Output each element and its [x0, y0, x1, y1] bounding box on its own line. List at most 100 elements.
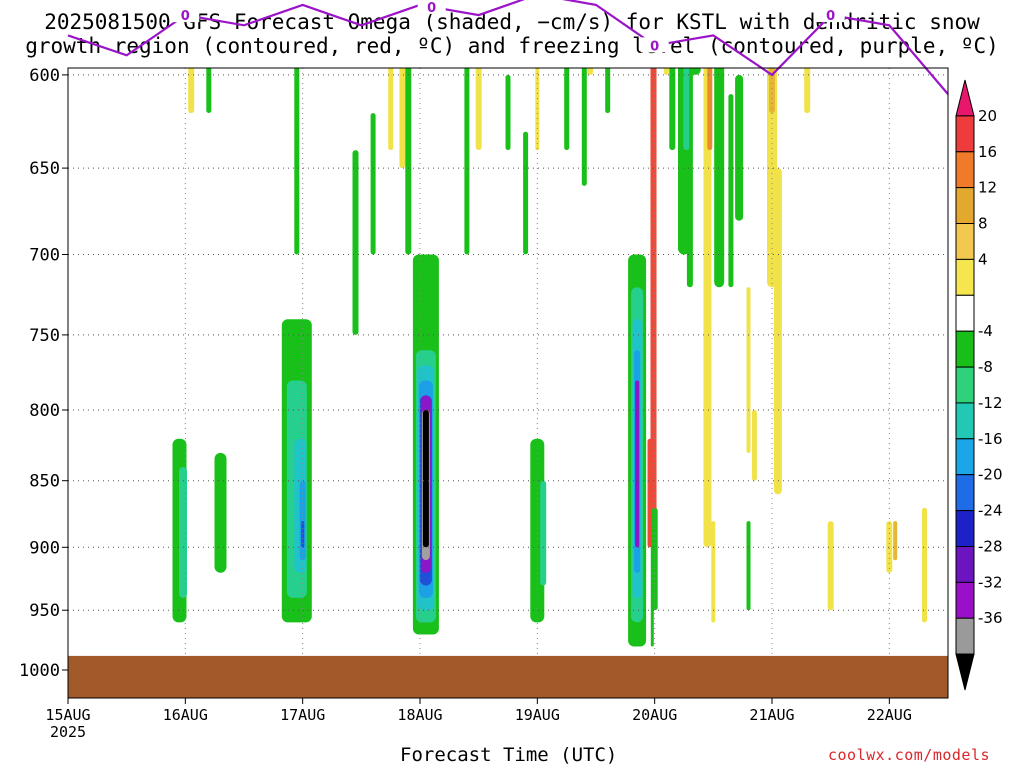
- omega-shade-cell: [188, 68, 195, 114]
- omega-shading-layer: [172, 68, 927, 647]
- colorbar-label: -28: [978, 538, 1003, 556]
- y-tick-label: 900: [29, 538, 60, 558]
- omega-shade-cell: [352, 150, 359, 335]
- omega-shade-cell: [773, 168, 782, 495]
- omega-shade-cell: [206, 68, 212, 113]
- contour-label-bg: [640, 37, 669, 53]
- colorbar-label: -20: [978, 466, 1003, 484]
- colorbar-cell: [955, 258, 975, 296]
- omega-shade-cell: [422, 410, 429, 548]
- contour-line-0: [67, 0, 949, 95]
- omega-shade-cell: [475, 68, 482, 150]
- colorbar-cell: [955, 438, 975, 476]
- omega-shade-cell: [464, 68, 470, 255]
- colorbar-cell: [955, 79, 975, 117]
- omega-shade-cell: [746, 287, 751, 453]
- omega-shade-cell: [523, 131, 529, 255]
- x-tick-label: 16AUG: [163, 706, 208, 724]
- omega-shade-cell: [746, 521, 751, 611]
- omega-shade-cell: [886, 521, 893, 573]
- omega-shade-cell: [214, 452, 227, 573]
- colorbar-cell: [955, 546, 975, 583]
- contour-label-bg: [171, 7, 200, 23]
- omega-shade-cell: [711, 521, 716, 623]
- y-tick-label: 950: [29, 601, 60, 621]
- colorbar-label: -32: [978, 573, 1003, 591]
- omega-shade-cell: [564, 68, 570, 151]
- colorbar-label: 20: [978, 107, 997, 125]
- omega-shade-cell: [650, 68, 657, 522]
- omega-shade-cell: [690, 68, 701, 75]
- omega-shade-cell: [301, 521, 305, 548]
- colorbar-label: -4: [978, 322, 993, 340]
- credit-link[interactable]: coolwx.com/models: [828, 746, 991, 764]
- colorbar-cell: [955, 617, 975, 655]
- contour-label: 0: [181, 9, 190, 24]
- colorbar-label: 16: [978, 143, 997, 161]
- contour-label: 0: [826, 9, 835, 24]
- omega-shade-cell: [535, 68, 540, 151]
- omega-shade-cell: [663, 68, 669, 75]
- omega-shade-cell: [399, 68, 406, 169]
- y-tick-label: 750: [29, 326, 60, 346]
- x-tick-label: 18AUG: [397, 706, 442, 724]
- colorbar-label: -36: [978, 609, 1003, 627]
- omega-shade-cell: [388, 68, 394, 151]
- x-tick-label: 22AUG: [867, 706, 912, 724]
- x-tick-label: 20AUG: [632, 706, 677, 724]
- omega-shade-cell: [605, 68, 611, 114]
- y-tick-label: 1000: [19, 661, 60, 681]
- omega-shade-cell: [669, 68, 676, 151]
- omega-shade-cell: [769, 68, 775, 114]
- omega-shade-cell: [581, 68, 587, 186]
- x-year-label: 2025: [50, 723, 86, 741]
- ground-layer: [68, 655, 948, 698]
- colorbar-cell: [955, 581, 975, 619]
- x-tick-label: 21AUG: [749, 706, 794, 724]
- contour-layer: -18-18-18-18-12-12-12-120000: [67, 0, 949, 95]
- omega-shade-cell: [635, 380, 640, 548]
- omega-shade-cell: [714, 68, 725, 288]
- colorbar-cell: [955, 474, 975, 512]
- omega-shade-cell: [728, 94, 734, 288]
- omega-shade-cell: [179, 466, 187, 598]
- chart-title-line-2: growth region (contoured, red, ºC) and f…: [25, 34, 999, 58]
- colorbar-cell: [955, 330, 975, 368]
- omega-shade-cell: [294, 68, 300, 255]
- colorbar-cell: [955, 187, 975, 225]
- x-axis: 15AUG 16AUG 17AUG 18AUG 19AUG 20AUG 21AUG 22AUG…: [45, 698, 912, 741]
- x-tick-label: 19AUG: [515, 706, 560, 724]
- colorbar-cell: [955, 510, 975, 548]
- colorbar-cell: [955, 653, 975, 691]
- omega-shade-cell: [804, 68, 811, 114]
- colorbar-cell: [955, 151, 975, 189]
- colorbar-label: -24: [978, 502, 1003, 520]
- contour-label: 0: [650, 39, 659, 54]
- omega-shade-cell: [703, 168, 712, 548]
- x-tick-label: 15AUG: [45, 706, 90, 724]
- omega-shade-cell: [751, 410, 757, 481]
- omega-shade-cell: [893, 521, 898, 561]
- colorbar-label: 12: [978, 179, 997, 197]
- y-tick-label: 600: [29, 66, 60, 86]
- plot-frame: [67, 67, 949, 699]
- colorbar-label: -12: [978, 394, 1003, 412]
- omega-shade-cell: [922, 507, 927, 623]
- colorbar-label: -8: [978, 358, 993, 376]
- omega-shade-cell: [683, 68, 690, 150]
- x-tick-label: 17AUG: [280, 706, 325, 724]
- omega-shade-cell: [735, 74, 744, 221]
- x-axis-label: Forecast Time (UTC): [400, 744, 618, 766]
- contour-label-bg: [417, 0, 446, 14]
- omega-shade-cell: [647, 438, 653, 548]
- y-tick-label: 700: [29, 246, 60, 266]
- y-tick-label: 650: [29, 159, 60, 179]
- omega-shade-cell: [505, 74, 511, 151]
- omega-shade-cell: [651, 507, 658, 611]
- omega-shade-cell: [587, 68, 594, 75]
- colorbar-cell: [955, 294, 975, 332]
- contour-label: 0: [427, 1, 436, 16]
- omega-shade-cell: [540, 480, 547, 586]
- omega-shade-cell: [405, 68, 412, 255]
